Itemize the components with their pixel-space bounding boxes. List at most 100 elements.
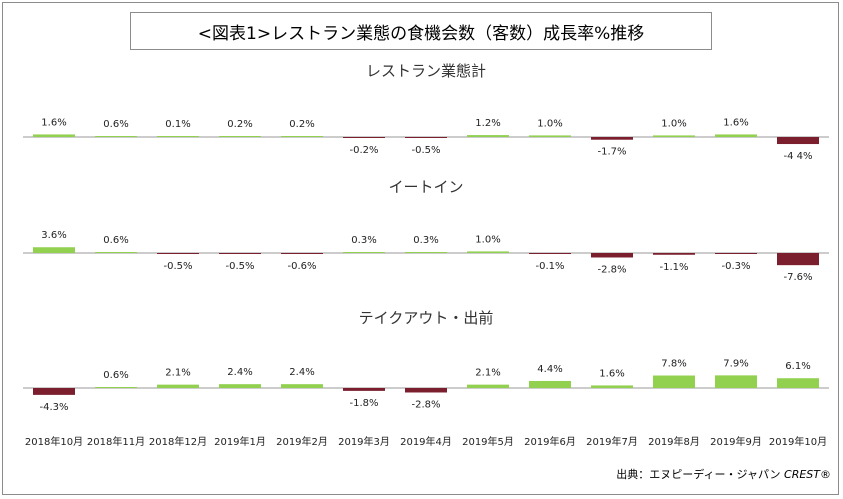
data-label: 0.2% (289, 119, 314, 130)
panel-title: イートイン (388, 178, 463, 196)
panel-1: レストラン業態計 1.6% 0.6% 0.1% 0.2% 0.2% -0.2% -0.5% 1.… (23, 62, 829, 162)
x-tick-label: 2019年9月 (710, 435, 762, 448)
bar (33, 247, 75, 253)
data-label: 1.6% (723, 117, 748, 128)
data-label: 1.6% (599, 368, 624, 379)
data-label: -2.8% (597, 264, 626, 275)
bar (715, 375, 757, 388)
bar (405, 252, 447, 253)
bar (467, 251, 509, 253)
bar (591, 137, 633, 140)
data-label: 0.6% (103, 370, 128, 381)
data-label: 7.9% (723, 358, 748, 369)
x-tick-label: 2019年8月 (648, 435, 700, 448)
data-label: 6.1% (785, 361, 810, 372)
bar (343, 137, 385, 138)
x-tick-label: 2019年5月 (462, 435, 514, 448)
data-label: 1.2% (475, 118, 500, 129)
bar (653, 253, 695, 255)
data-label: 2.1% (165, 368, 190, 379)
bar (281, 253, 323, 254)
bar (343, 388, 385, 391)
bar (95, 252, 137, 253)
data-label: -1.8% (349, 398, 378, 409)
bar (777, 378, 819, 388)
data-label: -0.5% (225, 261, 254, 272)
data-label: 0.1% (165, 119, 190, 130)
data-label: 0.6% (103, 235, 128, 246)
chart-title: <図表1>レストラン業態の食機会数（客数）成長率%推移 (130, 12, 712, 50)
source-brand: CREST® (784, 468, 831, 481)
data-label: -0.3% (721, 261, 750, 272)
bar (715, 253, 757, 254)
bar (467, 135, 509, 137)
data-label: 0.3% (413, 235, 438, 246)
x-tick-label: 2019年1月 (214, 435, 266, 448)
data-label: -1.1% (659, 262, 688, 273)
data-label: -0.1% (535, 261, 564, 272)
bar (529, 135, 571, 137)
bar (219, 384, 261, 388)
bar (219, 136, 261, 137)
x-tick-label: 2018年11月 (87, 435, 145, 448)
data-label: 0.2% (227, 119, 252, 130)
bar (653, 135, 695, 137)
bar (281, 384, 323, 388)
data-label: 1.0% (475, 234, 500, 245)
bar (653, 375, 695, 388)
data-label: -4 4% (783, 151, 812, 162)
bar (95, 136, 137, 137)
x-tick-label: 2019年6月 (524, 435, 576, 448)
panel-title: レストラン業態計 (366, 62, 486, 80)
bar (157, 253, 199, 254)
bar (405, 137, 447, 138)
source-note: 出典：エヌピーディー・ジャパン CREST® (616, 466, 831, 482)
bar (95, 387, 137, 388)
data-label: 3.6% (41, 230, 66, 241)
bar (591, 253, 633, 258)
bar (33, 134, 75, 137)
x-tick-label: 2018年12月 (149, 435, 207, 448)
x-tick-label: 2019年7月 (586, 435, 638, 448)
data-label: 2.4% (289, 367, 314, 378)
data-label: 1.0% (537, 118, 562, 129)
bar (281, 136, 323, 137)
x-tick-label: 2019年3月 (338, 435, 390, 448)
data-label: 1.6% (41, 117, 66, 128)
bar (219, 253, 261, 254)
panel-2: イートイン 3.6% 0.6% -0.5% -0.5% -0.6% 0.3% 0.3% 1.0%… (23, 178, 829, 283)
panel-title: テイクアウト・出前 (359, 309, 494, 327)
data-label: -2.8% (411, 399, 440, 410)
data-label: -4.3% (39, 402, 68, 413)
x-tick-label: 2019年4月 (400, 435, 452, 448)
data-label: -0.5% (163, 261, 192, 272)
bar (157, 384, 199, 388)
bar (467, 384, 509, 388)
bar (529, 380, 571, 388)
x-tick-label: 2018年10月 (25, 435, 83, 448)
data-label: 2.1% (475, 368, 500, 379)
x-tick-label: 2019年2月 (276, 435, 328, 448)
bar (33, 388, 75, 395)
x-tick-label: 2019年10月 (769, 435, 827, 448)
data-label: 2.4% (227, 367, 252, 378)
data-label: 0.6% (103, 119, 128, 130)
source-label: 出典：エヌピーディー・ジャパン (616, 468, 781, 481)
panel-3: テイクアウト・出前 -4.3% 0.6% 2.1% 2.4% 2.4% -1.8% -2.8%… (23, 309, 829, 413)
data-label: 1.0% (661, 118, 686, 129)
bar (715, 134, 757, 137)
data-label: -7.6% (783, 272, 812, 283)
bar (777, 137, 819, 145)
bar (157, 136, 199, 137)
bar (343, 252, 385, 253)
data-label: 7.8% (661, 359, 686, 370)
data-label: -0.6% (287, 261, 316, 272)
bar (405, 388, 447, 393)
data-label: -0.2% (349, 145, 378, 156)
data-label: -1.7% (597, 147, 626, 158)
data-label: 0.3% (351, 235, 376, 246)
bar (529, 253, 571, 254)
data-label: -0.5% (411, 145, 440, 156)
